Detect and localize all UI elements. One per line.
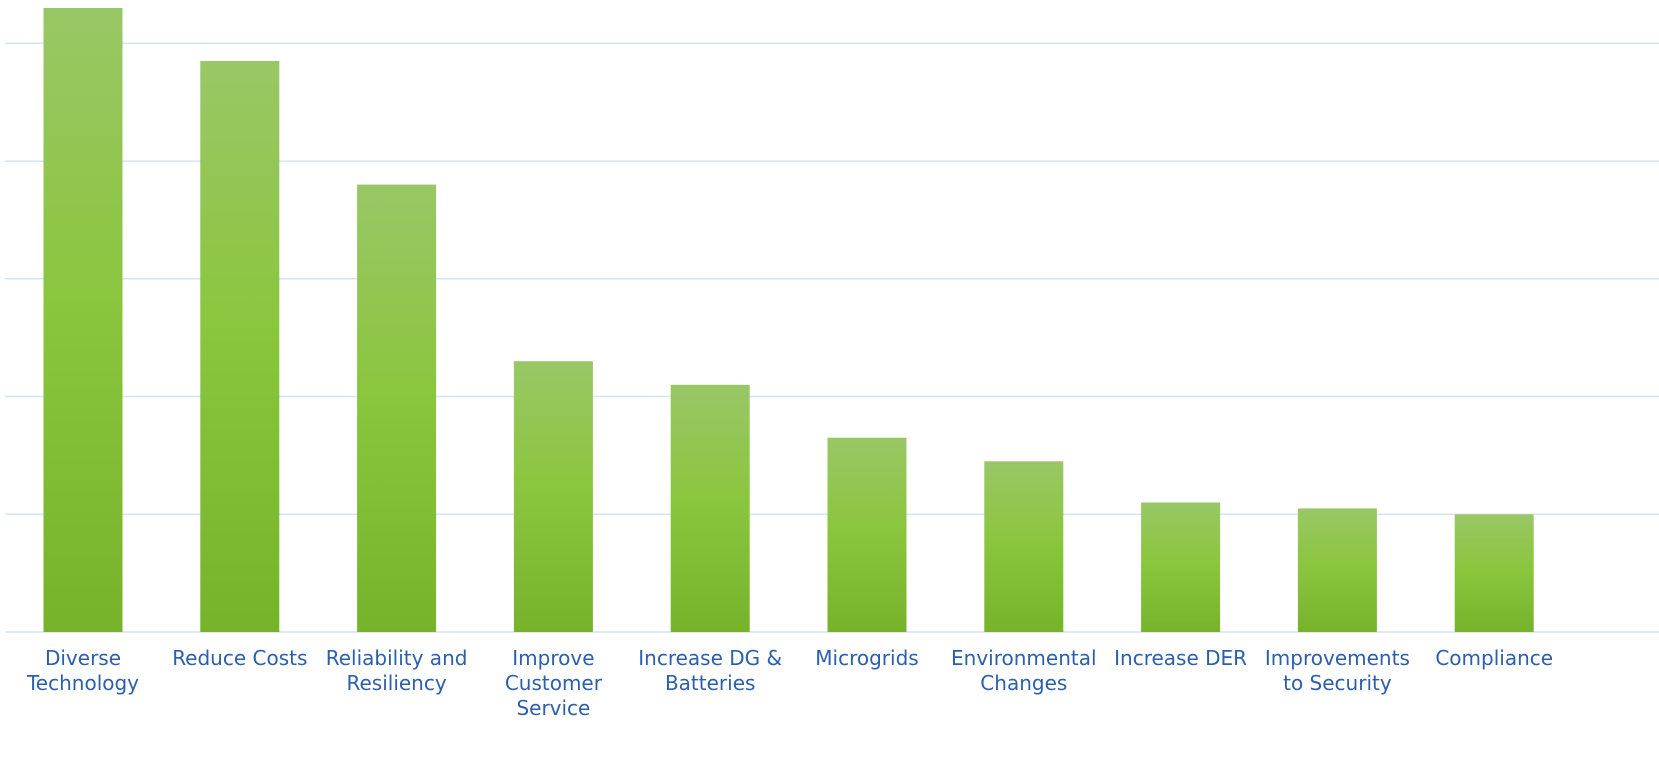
bar-1	[43, 8, 123, 632]
x-tick-label-10: Compliance	[1435, 646, 1553, 670]
x-tick-label-line: Improve	[512, 646, 594, 670]
x-tick-label-9: Improvements to Security	[1265, 646, 1410, 695]
bars	[43, 8, 1534, 632]
x-tick-label-line: Customer	[505, 671, 603, 695]
x-tick-label-line: Batteries	[665, 671, 755, 695]
x-tick-label-line: Technology	[26, 671, 139, 695]
x-tick-label-4: Improve Customer Service	[505, 646, 603, 720]
x-tick-label-line: Resiliency	[346, 671, 446, 695]
x-tick-label-line: Service	[516, 696, 590, 720]
x-tick-label-8: Increase DER	[1114, 646, 1247, 670]
x-tick-label-6: Microgrids	[815, 646, 918, 670]
x-tick-label-line: Reliability and	[326, 646, 468, 670]
bar-7	[984, 461, 1064, 632]
x-tick-label-line: Compliance	[1435, 646, 1553, 670]
x-tick-label-7: Environmental Changes	[951, 646, 1097, 695]
x-tick-label-1: Diverse Technology	[26, 646, 139, 695]
x-tick-label-line: Diverse	[45, 646, 121, 670]
bar-6	[827, 437, 907, 632]
x-tick-label-3: Reliability and Resiliency	[326, 646, 468, 695]
bar-5	[670, 384, 750, 632]
x-axis-labels: Diverse Technology Reduce Costs Reliability…	[26, 646, 1553, 720]
x-tick-label-line: Reduce Costs	[172, 646, 307, 670]
bar-2	[200, 61, 280, 632]
x-tick-label-line: Increase DER	[1114, 646, 1247, 670]
bar-10	[1454, 514, 1534, 632]
bar-8	[1141, 502, 1221, 632]
x-tick-label-2: Reduce Costs	[172, 646, 307, 670]
x-tick-label-5: Increase DG & Batteries	[638, 646, 782, 695]
bar-9	[1297, 508, 1377, 632]
bar-4	[513, 361, 593, 632]
bar-3	[357, 184, 437, 632]
x-tick-label-line: Environmental	[951, 646, 1097, 670]
x-tick-label-line: Increase DG &	[638, 646, 782, 670]
x-tick-label-line: Changes	[980, 671, 1067, 695]
x-tick-label-line: Microgrids	[815, 646, 918, 670]
x-tick-label-line: to Security	[1283, 671, 1392, 695]
x-tick-label-line: Improvements	[1265, 646, 1410, 670]
